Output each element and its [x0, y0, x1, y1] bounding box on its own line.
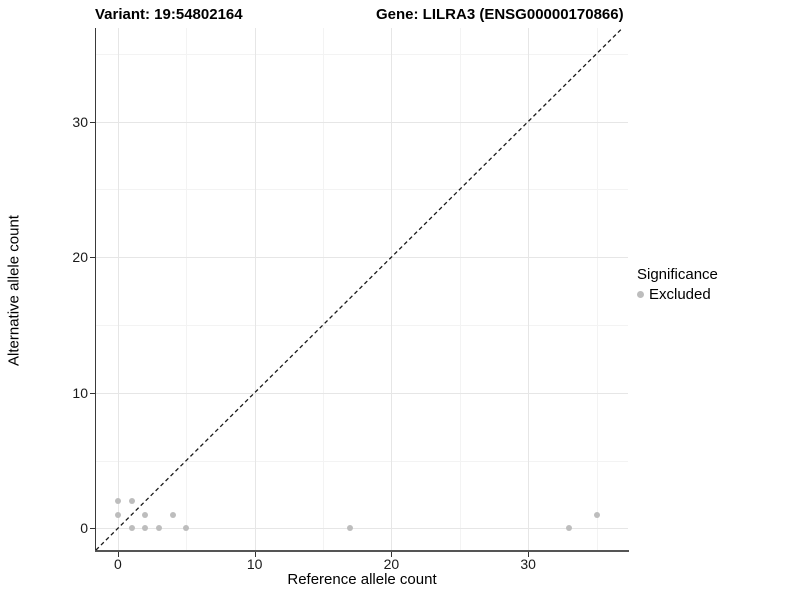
legend-item-excluded: Excluded — [637, 286, 718, 303]
data-point — [566, 525, 573, 532]
x-major-gridline — [254, 28, 256, 550]
excluded-dot-icon — [637, 291, 644, 298]
data-point — [169, 511, 176, 518]
plot-title-gene: Gene: LILRA3 (ENSG00000170866) — [376, 6, 624, 23]
x-major-gridline — [117, 28, 119, 550]
y-major-gridline — [96, 257, 628, 259]
x-axis-tick — [391, 552, 393, 557]
x-minor-gridline — [323, 28, 325, 550]
data-point — [128, 525, 135, 532]
x-axis-tick — [528, 552, 530, 557]
y-axis-tick — [90, 528, 95, 530]
y-axis-tick — [90, 392, 95, 394]
x-minor-gridline — [596, 28, 598, 550]
plot-panel — [96, 28, 628, 550]
y-minor-gridline — [96, 189, 628, 191]
data-point — [155, 525, 162, 532]
data-point — [347, 525, 354, 532]
x-axis-tick — [254, 552, 256, 557]
x-minor-gridline — [459, 28, 461, 550]
legend: Significance Excluded — [637, 266, 718, 303]
x-major-gridline — [391, 28, 393, 550]
legend-title: Significance — [637, 266, 718, 283]
x-tick-label: 30 — [520, 556, 536, 572]
x-axis-line — [95, 550, 629, 552]
y-tick-label: 30 — [72, 113, 88, 130]
y-minor-gridline — [96, 460, 628, 462]
y-major-gridline — [96, 528, 628, 530]
y-axis-tick — [90, 121, 95, 123]
x-axis-tick — [117, 552, 119, 557]
data-point — [593, 511, 600, 518]
x-tick-label: 0 — [113, 556, 122, 572]
y-minor-gridline — [96, 324, 628, 326]
y-tick-label: 0 — [80, 520, 88, 537]
y-tick-label: 20 — [72, 249, 88, 266]
y-tick-label: 10 — [72, 384, 88, 401]
x-major-gridline — [528, 28, 530, 550]
y-major-gridline — [96, 392, 628, 394]
y-major-gridline — [96, 121, 628, 123]
plot-title-variant: Variant: 19:54802164 — [95, 6, 243, 23]
data-point — [183, 525, 190, 532]
y-axis-line — [95, 28, 96, 551]
legend-item-label: Excluded — [649, 286, 711, 303]
data-point — [142, 511, 149, 518]
data-point — [142, 525, 149, 532]
x-tick-label: 20 — [383, 556, 400, 572]
x-tick-label: 10 — [246, 556, 263, 572]
data-point — [114, 498, 121, 505]
y-axis-tick — [90, 257, 95, 259]
data-point — [114, 511, 121, 518]
data-point — [128, 498, 135, 505]
x-minor-gridline — [186, 28, 188, 550]
y-minor-gridline — [96, 53, 628, 55]
x-axis-title: Reference allele count — [287, 571, 437, 588]
